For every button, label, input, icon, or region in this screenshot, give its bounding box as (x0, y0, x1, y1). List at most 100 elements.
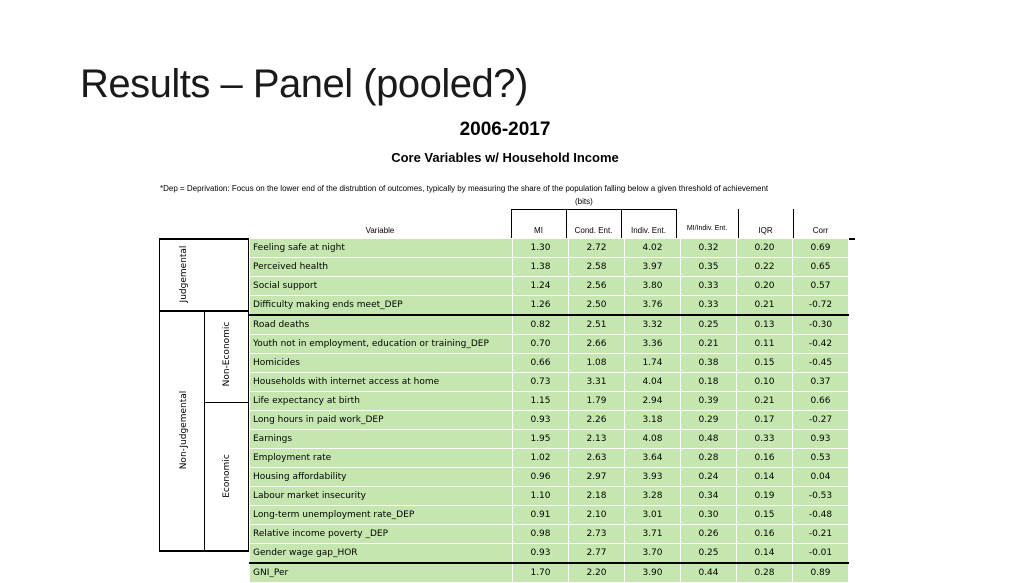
indiv-cell: 3.70 (624, 543, 681, 564)
ratio-cell: 0.38 (680, 353, 737, 373)
ratio-cell: 0.30 (680, 505, 737, 525)
ratio-cell: 0.25 (680, 543, 737, 564)
indiv-cell: 3.97 (624, 257, 681, 277)
cond-cell: 2.26 (568, 410, 625, 430)
header-cond: Cond. Ent. (574, 226, 613, 235)
indiv-cell: 3.32 (624, 314, 681, 335)
mi-cell: 1.70 (512, 562, 569, 583)
table-row: Youth not in employment, education or tr… (249, 334, 849, 354)
slide-title: Results – Panel (pooled?) (80, 62, 528, 106)
variable-cell: Employment rate (249, 448, 513, 468)
cond-cell: 2.97 (568, 467, 625, 487)
mi-cell: 1.02 (512, 448, 569, 468)
header-divider (511, 209, 512, 239)
table-row: GNI_Per 1.70 2.20 3.90 0.44 0.28 0.89 (249, 562, 849, 583)
frame-subgroup-split (204, 402, 249, 403)
table-row: Long hours in paid work_DEP 0.93 2.26 3.18 0… (249, 410, 849, 430)
ratio-cell: 0.24 (680, 467, 737, 487)
header-divider (676, 209, 677, 239)
table-row: Difficulty making ends meet_DEP 1.26 2.50 3… (249, 295, 849, 316)
iqr-cell: 0.33 (736, 429, 793, 449)
cond-cell: 2.20 (568, 562, 625, 583)
mi-cell: 0.82 (512, 314, 569, 335)
ratio-cell: 0.25 (680, 314, 737, 335)
data-table: Feeling safe at night 1.30 2.72 4.02 0.32 0.2… (249, 238, 849, 583)
ratio-cell: 0.39 (680, 391, 737, 411)
mi-cell: 1.95 (512, 429, 569, 449)
units-label: (bits) (575, 197, 593, 206)
table-row: Relative income poverty _DEP 0.98 2.73 3.71… (249, 524, 849, 544)
header-ratio: MI/Indiv. Ent. (686, 225, 728, 232)
results-table: Variable MI Cond. Ent. Indiv. Ent. MI/In… (159, 209, 855, 583)
corr-cell: 0.66 (792, 391, 849, 411)
table-row: Perceived health 1.38 2.58 3.97 0.35 0.22 0.65 (249, 257, 849, 277)
variable-cell: Difficulty making ends meet_DEP (249, 295, 513, 316)
variable-cell: Households with internet access at home (249, 372, 513, 392)
header-iqr: IQR (758, 226, 773, 235)
table-row: Households with internet access at home 0… (249, 372, 849, 392)
corr-cell: -0.30 (792, 314, 849, 335)
indiv-cell: 3.71 (624, 524, 681, 544)
group-label-non-economic: Non-Economic (222, 321, 232, 387)
iqr-cell: 0.13 (736, 314, 793, 335)
table-row: Road deaths 0.82 2.51 3.32 0.25 0.13 -0.30 (249, 314, 849, 335)
ratio-cell: 0.28 (680, 448, 737, 468)
cond-cell: 2.63 (568, 448, 625, 468)
table-row: Social support 1.24 2.56 3.80 0.33 0.20 0.57 (249, 276, 849, 296)
indiv-cell: 1.74 (624, 353, 681, 373)
iqr-cell: 0.19 (736, 486, 793, 506)
ratio-cell: 0.48 (680, 429, 737, 449)
frame-left (159, 238, 160, 551)
table-row: Housing affordability 0.96 2.97 3.93 0.24 0.1… (249, 467, 849, 487)
variable-cell: Housing affordability (249, 467, 513, 487)
mi-cell: 1.30 (512, 238, 569, 258)
header-corr: Corr (812, 226, 829, 235)
iqr-cell: 0.21 (736, 391, 793, 411)
iqr-cell: 0.10 (736, 372, 793, 392)
cond-cell: 2.18 (568, 486, 625, 506)
header-indiv: Indiv. Ent. (631, 226, 666, 235)
cond-cell: 2.51 (568, 314, 625, 335)
variable-cell: Relative income poverty _DEP (249, 524, 513, 544)
indiv-cell: 3.36 (624, 334, 681, 354)
ratio-cell: 0.18 (680, 372, 737, 392)
mi-cell: 1.24 (512, 276, 569, 296)
group-label-economic: Economic (222, 454, 232, 498)
mi-cell: 0.93 (512, 543, 569, 564)
indiv-cell: 3.80 (624, 276, 681, 296)
iqr-cell: 0.17 (736, 410, 793, 430)
iqr-cell: 0.16 (736, 524, 793, 544)
cond-cell: 2.58 (568, 257, 625, 277)
ratio-cell: 0.29 (680, 410, 737, 430)
corr-cell: -0.48 (792, 505, 849, 525)
iqr-cell: 0.22 (736, 257, 793, 277)
corr-cell: -0.72 (792, 295, 849, 316)
cond-cell: 1.08 (568, 353, 625, 373)
variable-cell: Labour market insecurity (249, 486, 513, 506)
table-row: Employment rate 1.02 2.63 3.64 0.28 0.16 0.53 (249, 448, 849, 468)
indiv-cell: 3.18 (624, 410, 681, 430)
mi-cell: 1.26 (512, 295, 569, 316)
table-row: Gender wage gap_HOR 0.93 2.77 3.70 0.25 0.14-… (249, 543, 849, 564)
cond-cell: 3.31 (568, 372, 625, 392)
table-row: Feeling safe at night 1.30 2.72 4.02 0.32 0.2… (249, 238, 849, 258)
cond-cell: 2.66 (568, 334, 625, 354)
ratio-cell: 0.35 (680, 257, 737, 277)
corr-cell: 0.65 (792, 257, 849, 277)
mi-cell: 1.15 (512, 391, 569, 411)
indiv-cell: 3.01 (624, 505, 681, 525)
corr-cell: 0.89 (792, 562, 849, 583)
group-label-non-judgemental: Non-Judgemental (179, 390, 189, 470)
indiv-cell: 4.02 (624, 238, 681, 258)
table-row: Life expectancy at birth 1.15 1.79 2.94 0.39… (249, 391, 849, 411)
mi-cell: 0.73 (512, 372, 569, 392)
corr-cell: 0.53 (792, 448, 849, 468)
corr-cell: -0.42 (792, 334, 849, 354)
variable-cell: Homicides (249, 353, 513, 373)
table-row: Long-term unemployment rate_DEP 0.91 2.10 3… (249, 505, 849, 525)
ratio-cell: 0.44 (680, 562, 737, 583)
variable-cell: Social support (249, 276, 513, 296)
ratio-cell: 0.32 (680, 238, 737, 258)
iqr-cell: 0.28 (736, 562, 793, 583)
variable-cell: GNI_Per (249, 562, 513, 583)
